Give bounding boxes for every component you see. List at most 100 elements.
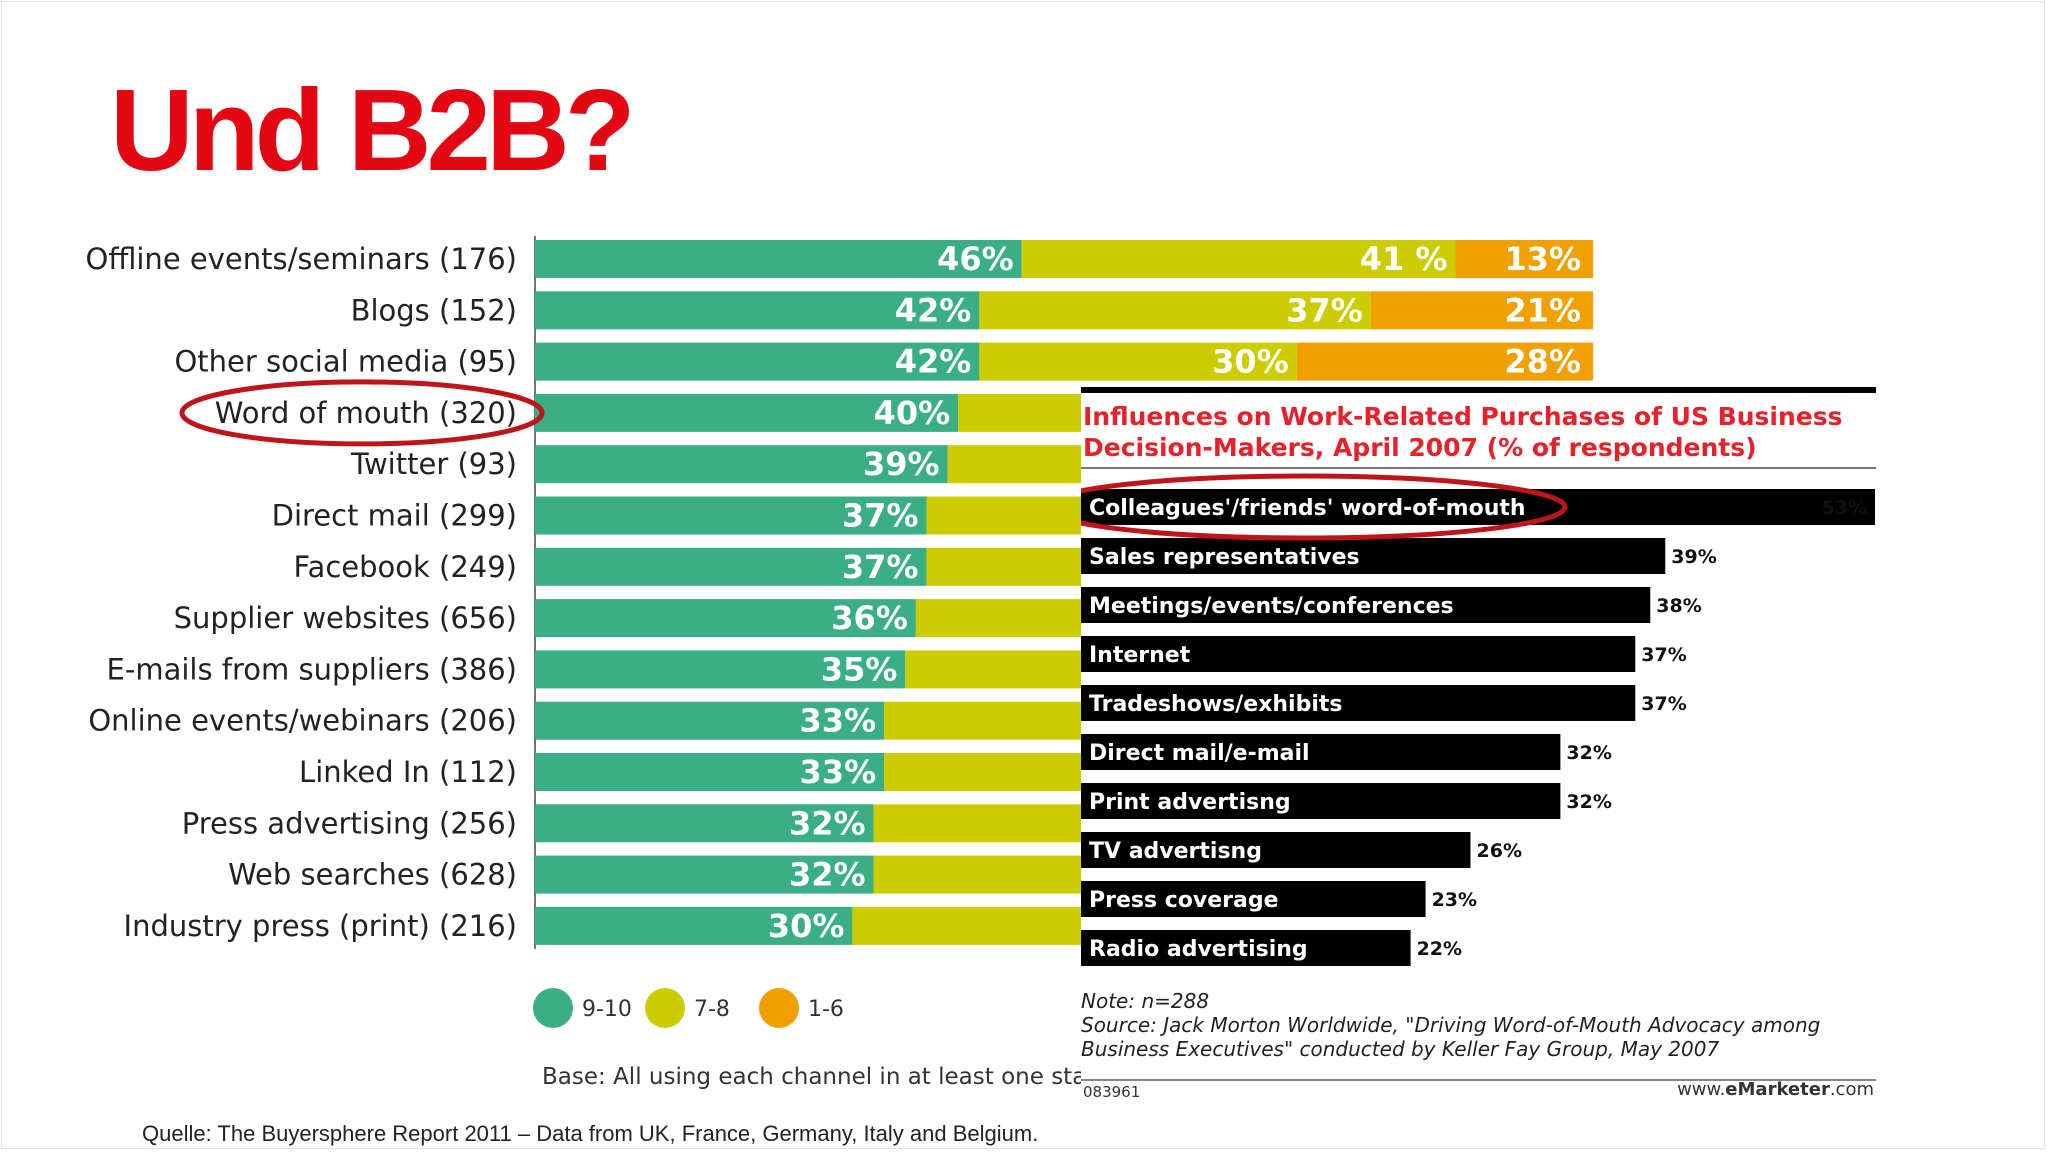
bar-segment-1-6 xyxy=(1455,240,1593,278)
data-label-7-8: 37% xyxy=(1286,291,1363,329)
data-label-9-10: 30% xyxy=(768,907,845,945)
inset-bar-label: Colleagues'/friends' word-of-mouth xyxy=(1089,496,1526,521)
inset-value-label: 37% xyxy=(1641,693,1686,715)
category-label: Facebook (249) xyxy=(294,550,517,584)
inset-bar xyxy=(1081,881,1426,917)
legend-swatch xyxy=(533,988,573,1028)
legend-swatch xyxy=(759,988,799,1028)
bar-segment-9-10 xyxy=(535,342,980,381)
inset-chart-code: 083961 xyxy=(1083,1083,1141,1101)
data-label-9-10: 37% xyxy=(842,497,919,535)
bar-segment-9-10 xyxy=(535,599,916,638)
data-label-1-6: 21% xyxy=(1504,291,1581,329)
data-label-9-10: 40% xyxy=(874,394,951,432)
category-label: Blogs (152) xyxy=(351,293,517,327)
inset-value-label: 53% xyxy=(1822,497,1867,519)
slide-title: Und B2B? xyxy=(110,65,636,195)
category-label: Twitter (93) xyxy=(350,447,517,481)
data-label-9-10: 32% xyxy=(789,856,866,894)
bar-segment-9-10 xyxy=(535,393,959,432)
bar-segment-7-8 xyxy=(958,393,1104,432)
inset-title-rule xyxy=(1081,467,1876,469)
inset-bar-label: TV advertisng xyxy=(1089,839,1262,864)
bar-segment-9-10 xyxy=(535,906,853,945)
data-label-9-10: 42% xyxy=(895,343,972,381)
inset-bar-label: Radio advertising xyxy=(1089,937,1308,962)
data-label-1-6: 13% xyxy=(1504,240,1581,278)
inset-value-label: 32% xyxy=(1566,742,1611,764)
bar-segment-7-8 xyxy=(926,496,1104,535)
category-label: Supplier websites (656) xyxy=(174,601,517,635)
bar-segment-7-8 xyxy=(905,650,1104,689)
inset-value-label: 26% xyxy=(1477,840,1522,862)
data-label-9-10: 32% xyxy=(789,804,866,842)
inset-bar xyxy=(1081,538,1666,574)
inset-bar-label: Press coverage xyxy=(1089,888,1279,913)
bar-segment-9-10 xyxy=(535,240,1022,278)
inset-value-label: 22% xyxy=(1417,938,1462,960)
data-label-9-10: 33% xyxy=(800,753,877,791)
bar-segment-9-10 xyxy=(535,804,874,843)
data-label-9-10: 36% xyxy=(831,599,908,637)
inset-bar-label: Direct mail/e-mail xyxy=(1089,741,1310,766)
bar-segment-9-10 xyxy=(535,855,874,894)
bar-segment-9-10 xyxy=(535,701,885,740)
inset-bar xyxy=(1081,734,1561,770)
bar-segment-7-8 xyxy=(926,547,1104,586)
bar-segment-7-8 xyxy=(1021,240,1456,278)
bar-segment-7-8 xyxy=(852,906,1104,945)
legend-label: 9-10 xyxy=(582,997,632,1022)
bar-segment-9-10 xyxy=(535,496,927,535)
bar-segment-7-8 xyxy=(884,753,1104,791)
brand-prefix: www. xyxy=(1677,1079,1726,1100)
data-label-9-10: 39% xyxy=(863,445,940,483)
inset-bar-label: Tradeshows/exhibits xyxy=(1089,692,1343,717)
legend-swatch xyxy=(645,988,685,1028)
category-label: Offline events/seminars (176) xyxy=(86,242,517,276)
category-label: E-mails from suppliers (386) xyxy=(107,652,517,686)
inset-footer-rule xyxy=(1081,1079,1876,1081)
inset-bar-label: Sales representatives xyxy=(1089,545,1360,570)
data-label-9-10: 42% xyxy=(895,291,972,329)
category-label: Word of mouth (320) xyxy=(215,396,517,430)
inset-top-rule xyxy=(1081,387,1876,393)
legend-label: 7-8 xyxy=(694,997,730,1022)
inset-title: Influences on Work-Related Purchases of … xyxy=(1083,402,1843,462)
inset-value-label: 32% xyxy=(1566,791,1611,813)
inset-bar-label: Meetings/events/conferences xyxy=(1089,594,1454,619)
source-note: Quelle: The Buyersphere Report 2011 – Da… xyxy=(142,1121,1039,1146)
brand-name: eMarketer xyxy=(1725,1079,1830,1100)
inset-bar xyxy=(1081,832,1471,868)
inset-note: Note: n=288 Source: Jack Morton Worldwid… xyxy=(1081,989,1876,1061)
category-label: Linked In (112) xyxy=(299,755,517,789)
bar-segment-7-8 xyxy=(873,804,1104,843)
category-label: Online events/webinars (206) xyxy=(88,704,517,738)
category-label: Other social media (95) xyxy=(174,345,517,379)
inset-value-label: 23% xyxy=(1432,889,1477,911)
bar-segment-7-8 xyxy=(979,291,1371,330)
category-label: Direct mail (299) xyxy=(272,499,517,533)
bar-segment-9-10 xyxy=(535,291,980,330)
inset-bar xyxy=(1081,636,1636,672)
category-label: Industry press (print) (216) xyxy=(124,909,517,943)
data-label-7-8: 41 % xyxy=(1360,240,1448,278)
highlight-ring xyxy=(179,379,545,447)
inset-bar-label: Internet xyxy=(1089,643,1191,668)
category-label: Press advertising (256) xyxy=(182,806,517,840)
inset-value-label: 39% xyxy=(1671,546,1716,568)
bar-segment-9-10 xyxy=(535,753,885,791)
base-note: Base: All using each channel in at least… xyxy=(542,1064,1116,1090)
bar-segment-9-10 xyxy=(535,650,906,689)
bar-segment-1-6 xyxy=(1296,342,1593,381)
inset-bar xyxy=(1081,587,1651,623)
data-label-1-6: 28% xyxy=(1504,343,1581,381)
emarketer-inset-chart: Influences on Work-Related Purchases of … xyxy=(1081,385,1876,1105)
inset-bar xyxy=(1081,930,1411,966)
inset-bar-plot: Colleagues'/friends' word-of-mouth 53% Sal… xyxy=(1081,489,1875,966)
inset-value-label: 38% xyxy=(1656,595,1701,617)
inset-value-label: 37% xyxy=(1641,644,1686,666)
bar-segment-7-8 xyxy=(873,855,1104,894)
data-label-9-10: 33% xyxy=(800,702,877,740)
